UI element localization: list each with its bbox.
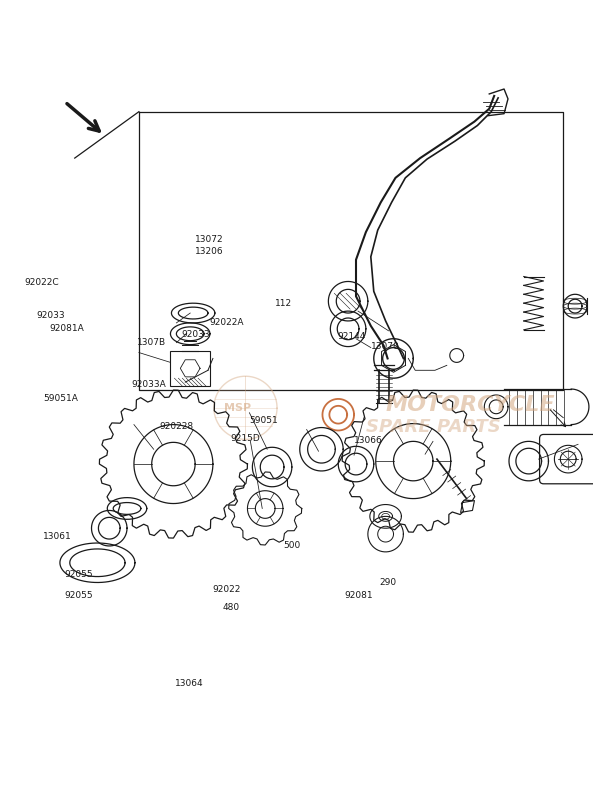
Text: 290: 290 bbox=[380, 578, 397, 587]
Text: 13070: 13070 bbox=[371, 341, 400, 351]
Text: 13072: 13072 bbox=[195, 235, 224, 243]
Text: 92033: 92033 bbox=[36, 311, 65, 319]
Text: 500: 500 bbox=[284, 541, 301, 550]
Text: MSP: MSP bbox=[224, 403, 251, 413]
Text: 480: 480 bbox=[223, 604, 240, 612]
Text: 92033: 92033 bbox=[181, 330, 210, 339]
Text: 13206: 13206 bbox=[195, 247, 224, 256]
Text: 92022: 92022 bbox=[212, 585, 241, 593]
Text: 13061: 13061 bbox=[43, 532, 72, 541]
Text: 92144: 92144 bbox=[337, 332, 365, 341]
Text: 92055: 92055 bbox=[65, 570, 93, 579]
Text: 92033A: 92033A bbox=[131, 380, 166, 389]
Text: 112: 112 bbox=[275, 299, 292, 308]
Text: 92055: 92055 bbox=[65, 591, 93, 600]
Text: 92022A: 92022A bbox=[209, 318, 244, 327]
Text: SPARE PARTS: SPARE PARTS bbox=[366, 418, 500, 436]
FancyBboxPatch shape bbox=[539, 434, 597, 484]
Text: 920228: 920228 bbox=[160, 422, 194, 431]
Text: 92081: 92081 bbox=[344, 591, 373, 600]
Text: 9215D: 9215D bbox=[230, 434, 260, 444]
Text: 92081A: 92081A bbox=[49, 324, 84, 334]
Text: 13066: 13066 bbox=[354, 436, 383, 445]
Bar bbox=[170, 351, 210, 386]
Text: 13064: 13064 bbox=[175, 678, 204, 688]
Text: 92022C: 92022C bbox=[25, 278, 59, 287]
Text: 59051: 59051 bbox=[250, 416, 278, 425]
Text: 59051A: 59051A bbox=[43, 394, 78, 403]
Text: MOTORCYCLE: MOTORCYCLE bbox=[386, 395, 555, 414]
Text: 1307B: 1307B bbox=[137, 338, 166, 347]
